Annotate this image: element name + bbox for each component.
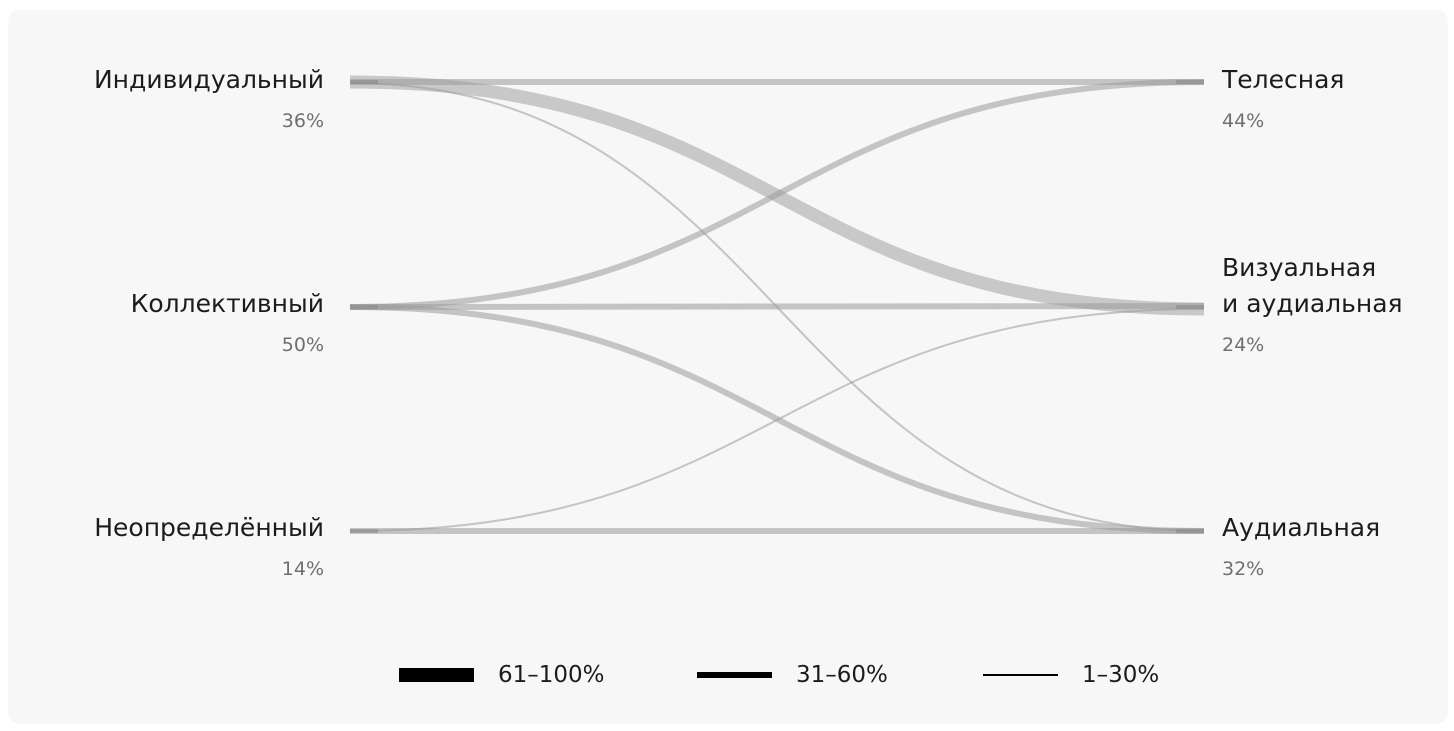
legend-label-heavy: 61–100%: [498, 662, 605, 688]
node-percent-individual: 36%: [281, 110, 324, 132]
node-percent-collective: 50%: [281, 334, 324, 356]
node-label-undefined: Неопределённый: [94, 513, 324, 542]
node-label-audial: Аудиальная: [1222, 513, 1381, 542]
node-percent-audial: 32%: [1222, 558, 1265, 580]
node-percent-visual-audial: 24%: [1222, 334, 1265, 356]
node-bar-undefined: [350, 529, 378, 533]
node-bar-audial: [1176, 529, 1204, 533]
legend-item-heavy: 61–100%: [399, 660, 605, 690]
node-bar-individual: [350, 80, 378, 84]
legend-item-light: 1–30%: [983, 660, 1159, 690]
legend-swatch-heavy: [399, 668, 474, 682]
diagram-card: [8, 10, 1448, 724]
legend-swatch-light: [983, 674, 1058, 676]
node-bar-visual-audial: [1176, 305, 1204, 309]
flow-undefined-to-visual-audial: [349, 308, 1205, 532]
node-label-visual-audial-line2: и аудиальная: [1222, 289, 1403, 318]
legend-label-medium: 31–60%: [796, 662, 888, 688]
node-label-visual-audial-line1: Визуальная: [1222, 253, 1377, 282]
node-label-individual: Индивидуальный: [93, 65, 324, 94]
node-bar-collective: [350, 305, 378, 309]
legend-label-light: 1–30%: [1082, 662, 1160, 688]
legend-swatch-medium: [697, 672, 772, 678]
node-label-collective: Коллективный: [130, 289, 324, 318]
node-bar-bodily: [1176, 80, 1204, 84]
node-percent-undefined: 14%: [281, 558, 324, 580]
node-percent-bodily: 44%: [1222, 110, 1265, 132]
flow-collective-to-bodily: [349, 79, 1205, 310]
flow-collective-to-visual-audial: [349, 303, 1205, 310]
legend-item-medium: 31–60%: [697, 660, 888, 690]
node-label-bodily: Телесная: [1222, 65, 1345, 94]
